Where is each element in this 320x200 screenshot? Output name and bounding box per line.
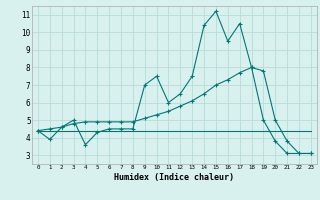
X-axis label: Humidex (Indice chaleur): Humidex (Indice chaleur) — [115, 173, 234, 182]
